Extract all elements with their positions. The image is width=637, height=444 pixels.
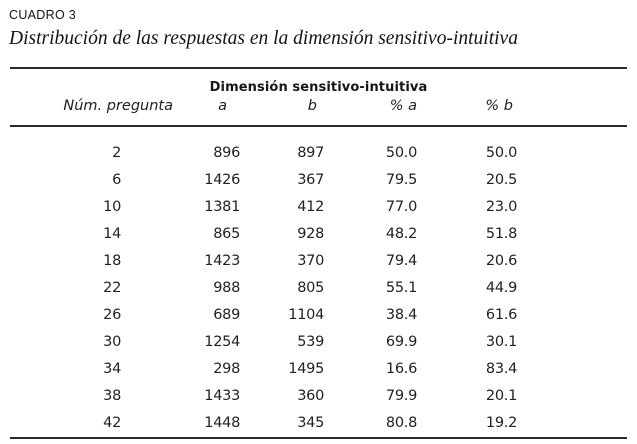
cell-num-pregunta: 26 xyxy=(103,307,121,323)
cell-b: 539 xyxy=(297,334,324,350)
table-title: Distribución de las respuestas en la dim… xyxy=(9,28,518,49)
cell-pct-b: 20.5 xyxy=(485,172,517,188)
cell-a: 298 xyxy=(213,361,240,377)
cell-pct-b: 51.8 xyxy=(485,226,517,242)
cell-a: 988 xyxy=(213,280,240,296)
table-row: 30 1254 539 69.9 30.1 xyxy=(10,329,627,356)
table-row: 42 1448 345 80.8 19.2 xyxy=(10,410,627,438)
table-row: 38 1433 360 79.9 20.1 xyxy=(10,383,627,410)
table-row: 22 988 805 55.1 44.9 xyxy=(10,275,627,302)
table-row: 2 896 897 50.0 50.0 xyxy=(10,126,627,167)
cell-num-pregunta: 42 xyxy=(103,415,121,431)
cell-a: 1448 xyxy=(204,415,240,431)
group-header: Dimensión sensitivo-intuitiva xyxy=(209,80,428,95)
cell-pct-a: 79.5 xyxy=(385,172,417,188)
data-table: Dimensión sensitivo-intuitiva Núm. pregu… xyxy=(10,67,628,439)
cell-num-pregunta: 30 xyxy=(103,334,121,350)
cell-pct-a: 16.6 xyxy=(385,361,417,377)
column-header-pct-b: % b xyxy=(425,97,525,127)
column-header-a: a xyxy=(180,97,248,127)
table-row: 18 1423 370 79.4 20.6 xyxy=(10,248,627,275)
cell-pct-b: 61.6 xyxy=(485,307,517,323)
cell-a: 896 xyxy=(213,145,240,161)
cell-num-pregunta: 22 xyxy=(103,280,121,296)
cell-pct-a: 50.0 xyxy=(385,145,417,161)
table-row: 10 1381 412 77.0 23.0 xyxy=(10,194,627,221)
cell-pct-a: 48.2 xyxy=(385,226,417,242)
spacer-cell xyxy=(525,275,627,302)
cell-pct-a: 69.9 xyxy=(385,334,417,350)
cell-a: 689 xyxy=(213,307,240,323)
table-row: 14 865 928 48.2 51.8 xyxy=(10,221,627,248)
cell-b: 928 xyxy=(297,226,324,242)
cell-b: 367 xyxy=(297,172,324,188)
cell-b: 1104 xyxy=(288,307,324,323)
cell-b: 345 xyxy=(297,415,324,431)
spacer-cell xyxy=(525,383,627,410)
spacer-cell xyxy=(525,194,627,221)
table-header: Dimensión sensitivo-intuitiva Núm. pregu… xyxy=(10,68,628,127)
cell-pct-b: 50.0 xyxy=(485,145,517,161)
table-row: 34 298 1495 16.6 83.4 xyxy=(10,356,627,383)
cell-b: 370 xyxy=(297,253,324,269)
cell-a: 865 xyxy=(213,226,240,242)
cell-pct-a: 77.0 xyxy=(385,199,417,215)
spacer-cell xyxy=(525,329,627,356)
column-header-num-pregunta: Núm. pregunta xyxy=(10,97,180,127)
column-header-row: Núm. pregunta a b % a % b xyxy=(10,97,628,127)
spacer-cell xyxy=(525,248,627,275)
cell-num-pregunta: 10 xyxy=(103,199,121,215)
spacer-cell xyxy=(525,167,627,194)
cell-num-pregunta: 2 xyxy=(112,145,121,161)
cell-b: 805 xyxy=(297,280,324,296)
spacer-cell xyxy=(525,126,627,167)
cell-a: 1426 xyxy=(204,172,240,188)
cell-pct-b: 44.9 xyxy=(485,280,517,296)
column-header-b: b xyxy=(248,97,332,127)
column-header-pct-a: % a xyxy=(332,97,425,127)
cell-pct-a: 80.8 xyxy=(385,415,417,431)
cell-num-pregunta: 6 xyxy=(112,172,121,188)
cell-pct-b: 23.0 xyxy=(485,199,517,215)
cell-pct-a: 55.1 xyxy=(385,280,417,296)
spacer-cell xyxy=(525,410,627,438)
column-header-spacer xyxy=(525,97,628,127)
cell-pct-b: 19.2 xyxy=(485,415,517,431)
cell-num-pregunta: 14 xyxy=(103,226,121,242)
cell-num-pregunta: 38 xyxy=(103,388,121,404)
cell-a: 1381 xyxy=(204,199,240,215)
group-header-row: Dimensión sensitivo-intuitiva xyxy=(10,68,627,97)
cell-pct-b: 83.4 xyxy=(485,361,517,377)
cell-b: 1495 xyxy=(288,361,324,377)
spacer-cell xyxy=(525,221,627,248)
cell-num-pregunta: 34 xyxy=(103,361,121,377)
cell-b: 360 xyxy=(297,388,324,404)
cell-pct-b: 20.1 xyxy=(485,388,517,404)
cell-a: 1254 xyxy=(204,334,240,350)
cell-pct-b: 30.1 xyxy=(485,334,517,350)
table-row: 6 1426 367 79.5 20.5 xyxy=(10,167,627,194)
cell-b: 897 xyxy=(297,145,324,161)
spacer-cell xyxy=(525,356,627,383)
cell-b: 412 xyxy=(297,199,324,215)
table-body: 2 896 897 50.0 50.0 6 1426 367 79.5 20.5 10 1381 412… xyxy=(10,126,627,438)
cell-pct-a: 79.9 xyxy=(385,388,417,404)
cell-a: 1433 xyxy=(204,388,240,404)
table-row: 26 689 1104 38.4 61.6 xyxy=(10,302,627,329)
table-number-kicker: CUADRO 3 xyxy=(9,8,76,22)
cell-pct-a: 38.4 xyxy=(385,307,417,323)
cell-a: 1423 xyxy=(204,253,240,269)
cell-pct-b: 20.6 xyxy=(485,253,517,269)
cell-num-pregunta: 18 xyxy=(103,253,121,269)
spacer-cell xyxy=(525,302,627,329)
cell-pct-a: 79.4 xyxy=(385,253,417,269)
